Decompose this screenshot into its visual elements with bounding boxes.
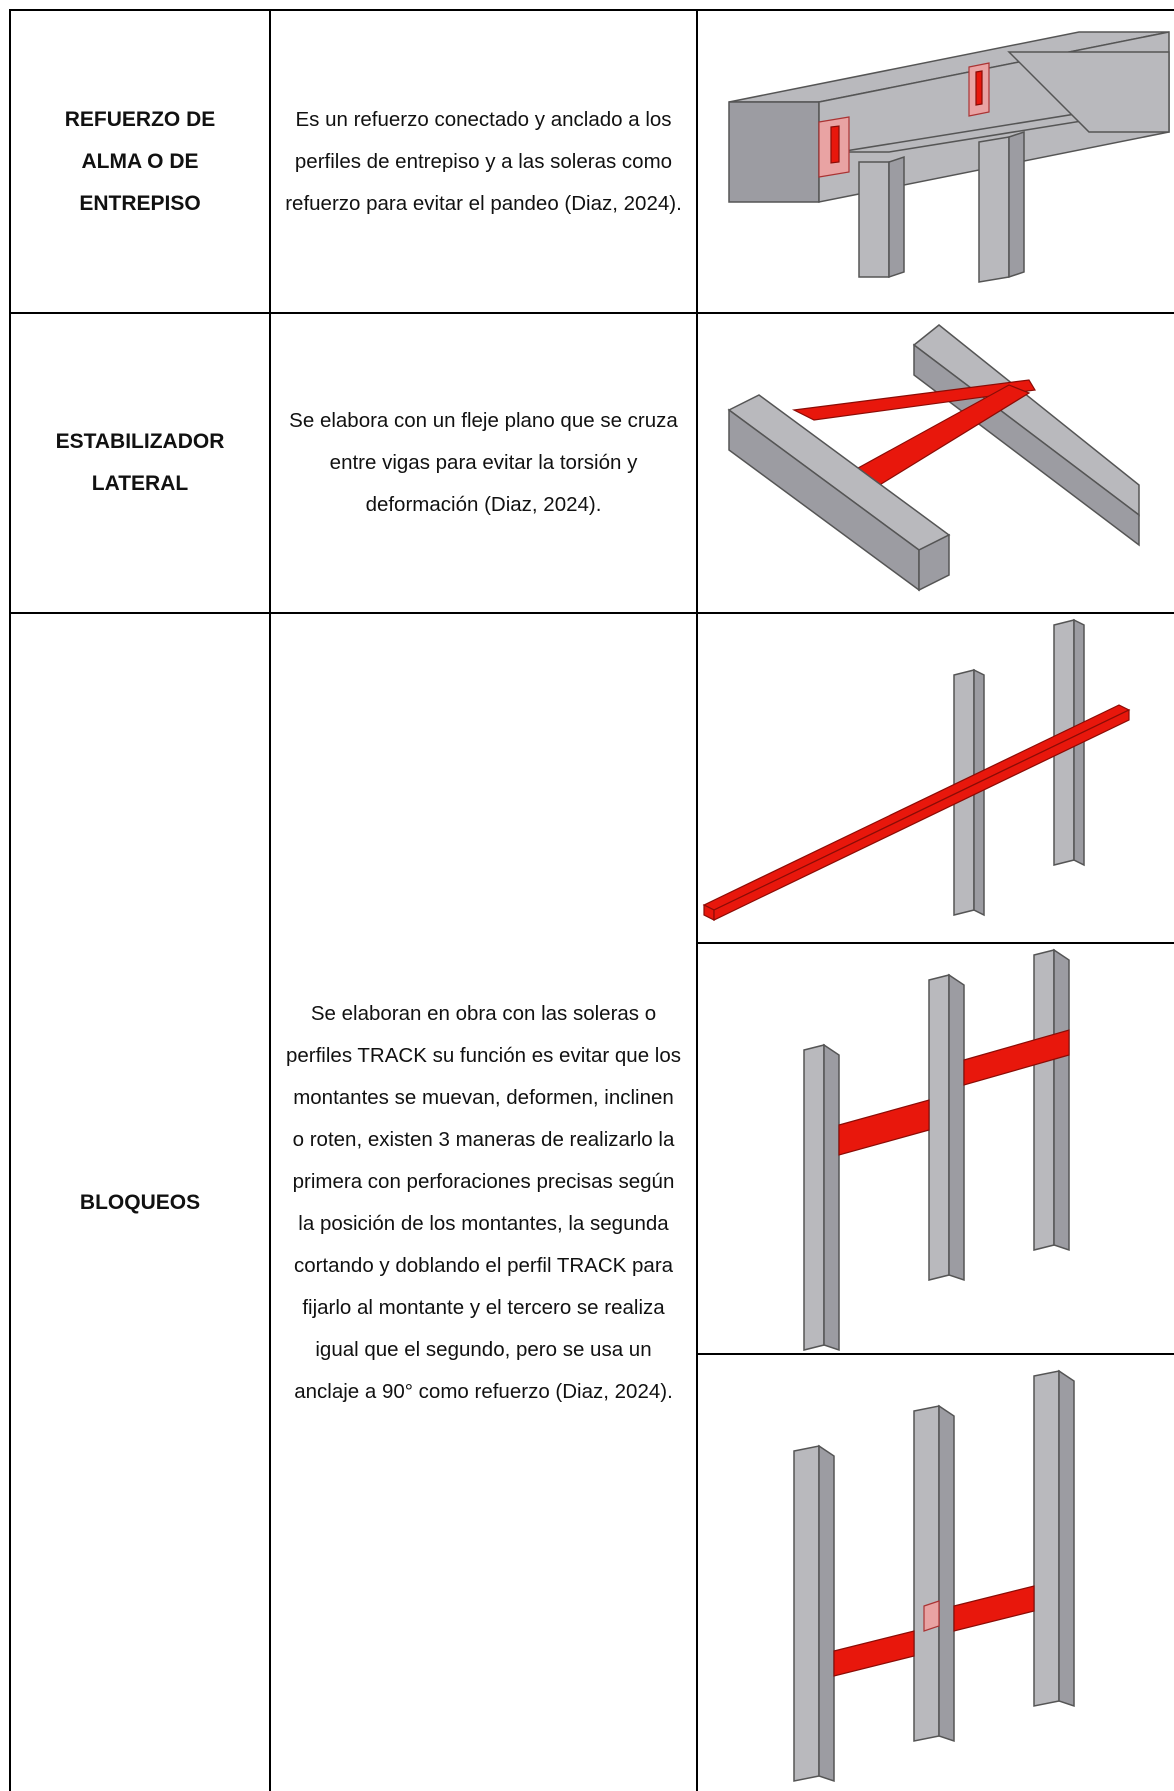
border (9, 312, 1174, 314)
description: Es un refuerzo conectado y anclado a los… (285, 107, 682, 215)
illustration (727, 324, 1140, 592)
illustration (728, 31, 1170, 283)
illustration (803, 948, 1070, 1352)
illustration (793, 1369, 1075, 1783)
border (9, 9, 11, 1791)
border (9, 9, 1174, 11)
term: REFUERZO DE ALMA O DE ENTREPISO (64, 107, 216, 215)
description: Se elaboran en obra con las soleras o pe… (285, 1001, 681, 1403)
border (269, 9, 271, 1791)
term: BLOQUEOS (79, 1190, 201, 1214)
border (698, 1353, 1174, 1355)
term: ESTABILIZADOR LATERAL (55, 430, 225, 495)
illustration (702, 618, 1131, 921)
description: Se elabora con un fleje plano que se cru… (289, 409, 678, 516)
border (696, 9, 698, 1791)
border (698, 942, 1174, 944)
border (9, 612, 1174, 614)
